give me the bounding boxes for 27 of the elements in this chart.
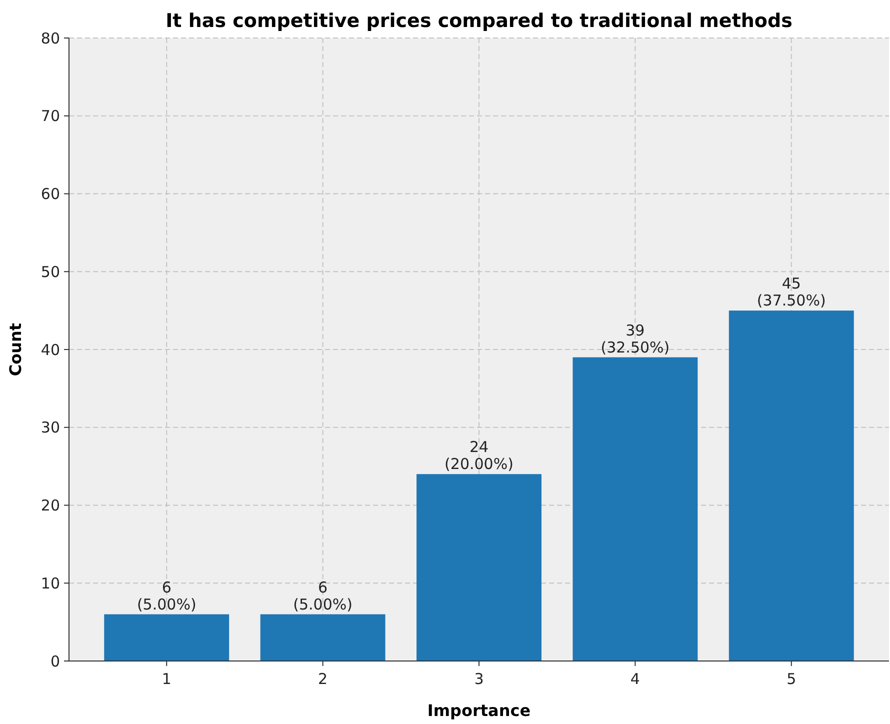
- y-tick-label: 10: [40, 574, 60, 592]
- x-tick-label: 2: [318, 670, 328, 688]
- chart-title: It has competitive prices compared to traditional methods: [166, 10, 792, 32]
- data-label: 39 (32.50%): [600, 321, 670, 356]
- bar: [572, 357, 698, 661]
- x-axis-title: Importance: [427, 701, 531, 720]
- y-tick-label: 30: [40, 418, 60, 437]
- bar: [260, 614, 386, 661]
- x-tick-label: 1: [162, 670, 172, 688]
- bar: [728, 310, 854, 661]
- y-tick-label: 70: [40, 107, 60, 126]
- bar: [104, 614, 230, 661]
- data-label: 24 (20.00%): [444, 438, 514, 474]
- x-tick-label: 4: [630, 670, 640, 688]
- bar: [416, 474, 542, 661]
- y-tick-label: 20: [40, 496, 60, 514]
- data-label: 6 (5.00%): [136, 578, 196, 614]
- x-tick-label: 5: [786, 670, 796, 688]
- x-tick-label: 3: [474, 670, 484, 688]
- y-axis-title: Count: [6, 322, 25, 376]
- y-tick-label: 0: [50, 652, 60, 670]
- y-tick-label: 80: [40, 29, 60, 48]
- y-tick-label: 60: [40, 185, 60, 203]
- data-label: 6 (5.00%): [293, 578, 352, 614]
- y-tick-label: 50: [40, 262, 60, 281]
- data-label: 45 (37.50%): [756, 274, 826, 310]
- y-tick-label: 40: [40, 340, 60, 359]
